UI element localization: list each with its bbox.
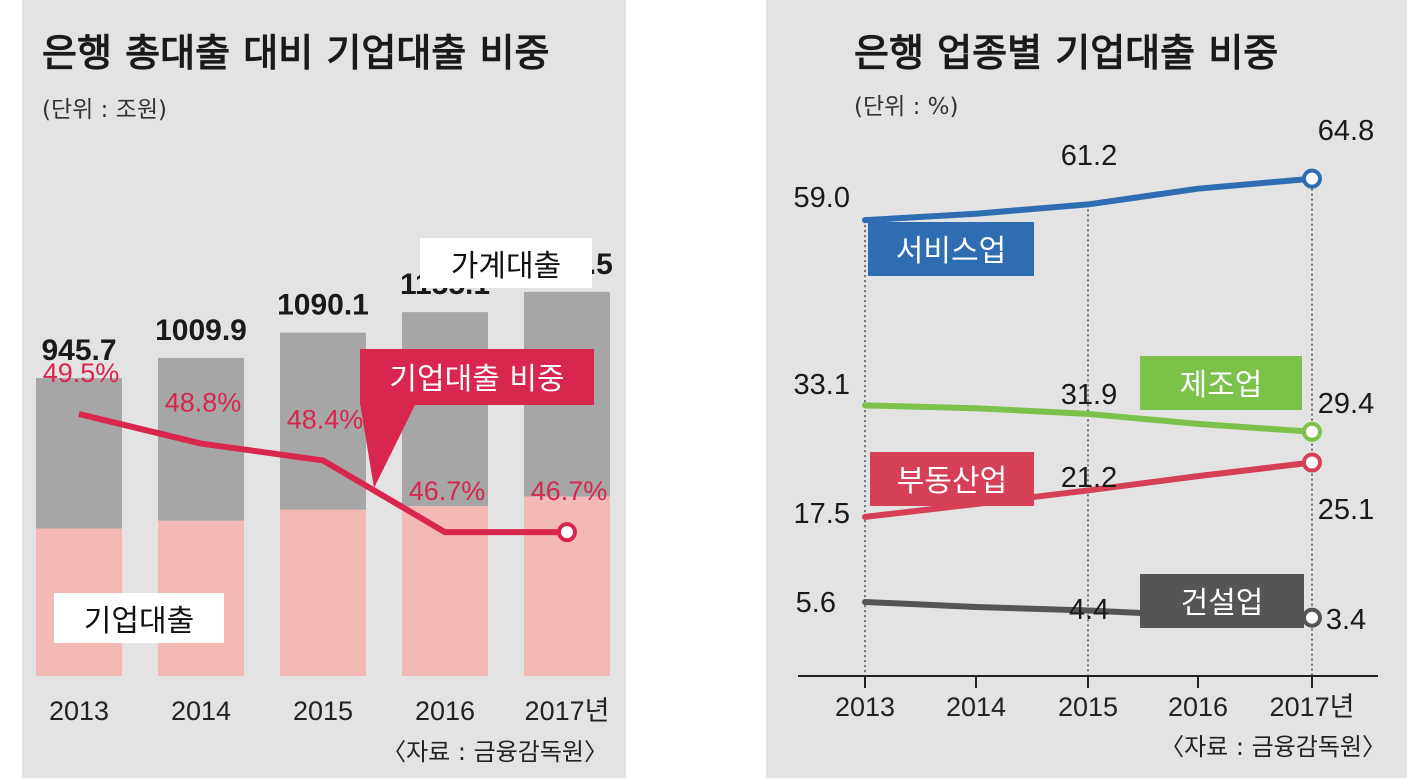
left-chart-unit: (단위 : 조원) [42, 97, 167, 123]
value-label: 3.4 [1326, 604, 1366, 636]
series-line [862, 402, 1315, 435]
value-label: 5.6 [796, 587, 836, 619]
series-line [862, 459, 1315, 520]
right-chart-title: 은행 업종별 기업대출 비중 [854, 31, 1278, 75]
x-tick-label: 2016 [415, 696, 475, 726]
series-name-box [1140, 356, 1302, 410]
total-value-label: 945.7 [41, 334, 116, 367]
value-label: 59.0 [794, 182, 850, 214]
series-name-label: 서비스업 [896, 234, 1006, 269]
share-callout-label: 기업대출 비중 [389, 362, 564, 397]
share-end-marker [557, 522, 577, 543]
share-line [78, 411, 567, 536]
total-value-label: 1009.9 [155, 314, 247, 347]
corporate-label-box [54, 593, 224, 643]
left-chart-source: 〈자료 : 금융감독원〉 [382, 738, 608, 766]
value-label: 17.5 [794, 498, 850, 530]
series-end-marker [1302, 421, 1322, 442]
x-tick-label: 2016 [1168, 692, 1228, 722]
share-value-label: 48.4% [287, 404, 364, 434]
share-callout-pointer [360, 403, 416, 488]
right-chart-svg: 은행 업종별 기업대출 비중 (단위 : %) 〈자료 : 금융감독원〉 201… [794, 31, 1386, 761]
value-label: 33.1 [794, 369, 850, 401]
series-name-label: 부동산업 [897, 464, 1007, 499]
x-tick-label: 2013 [835, 692, 895, 722]
left-chart-panel: 은행 총대출 대비 기업대출 비중 (단위 : 조원) 〈자료 : 금융감독원〉… [22, 0, 626, 778]
x-tick-label: 2017년 [525, 696, 610, 726]
household-bar-segment [402, 312, 488, 507]
left-chart-svg: 은행 총대출 대비 기업대출 비중 (단위 : 조원) 〈자료 : 금융감독원〉… [36, 31, 613, 766]
value-label: 25.1 [1318, 494, 1374, 526]
series-end-marker [1302, 168, 1322, 189]
value-label: 21.2 [1061, 462, 1117, 494]
series-name-box [1140, 574, 1304, 628]
corporate-bar-segment [280, 509, 366, 676]
series-name-label: 제조업 [1180, 368, 1263, 403]
x-tick-label: 2015 [1058, 692, 1118, 722]
series-end-marker [1302, 452, 1322, 473]
corporate-label: 기업대출 [84, 604, 194, 639]
series-name-label: 건설업 [1181, 586, 1264, 621]
series-name-box [870, 452, 1034, 506]
household-label-box [420, 238, 592, 288]
total-value-label: 1090.1 [277, 289, 369, 322]
value-label: 29.4 [1318, 388, 1374, 420]
series-end-marker [1302, 607, 1322, 628]
value-label: 61.2 [1061, 140, 1117, 172]
right-chart-unit: (단위 : %) [854, 94, 959, 120]
value-label: 31.9 [1061, 379, 1117, 411]
x-tick-label: 2015 [293, 696, 353, 726]
x-tick-label: 2014 [171, 696, 231, 726]
series-line [862, 175, 1315, 224]
share-value-label: 48.8% [165, 388, 242, 418]
x-tick-label: 2017년 [1270, 692, 1355, 722]
value-label: 64.8 [1318, 115, 1374, 147]
household-label: 가계대출 [451, 249, 561, 284]
share-value-label: 46.7% [531, 476, 608, 506]
value-label: 4.4 [1069, 594, 1109, 626]
x-tick-label: 2013 [49, 696, 109, 726]
right-chart-panel: 은행 업종별 기업대출 비중 (단위 : %) 〈자료 : 금융감독원〉 201… [766, 0, 1407, 778]
left-chart-title: 은행 총대출 대비 기업대출 비중 [42, 31, 549, 75]
share-value-label: 49.5% [43, 358, 120, 388]
household-bar-segment [36, 378, 122, 529]
share-value-label: 46.7% [409, 476, 486, 506]
series-name-box [868, 222, 1034, 276]
share-callout-box [360, 349, 594, 405]
right-chart-source: 〈자료 : 금융감독원〉 [1160, 733, 1386, 761]
x-tick-label: 2014 [946, 692, 1006, 722]
